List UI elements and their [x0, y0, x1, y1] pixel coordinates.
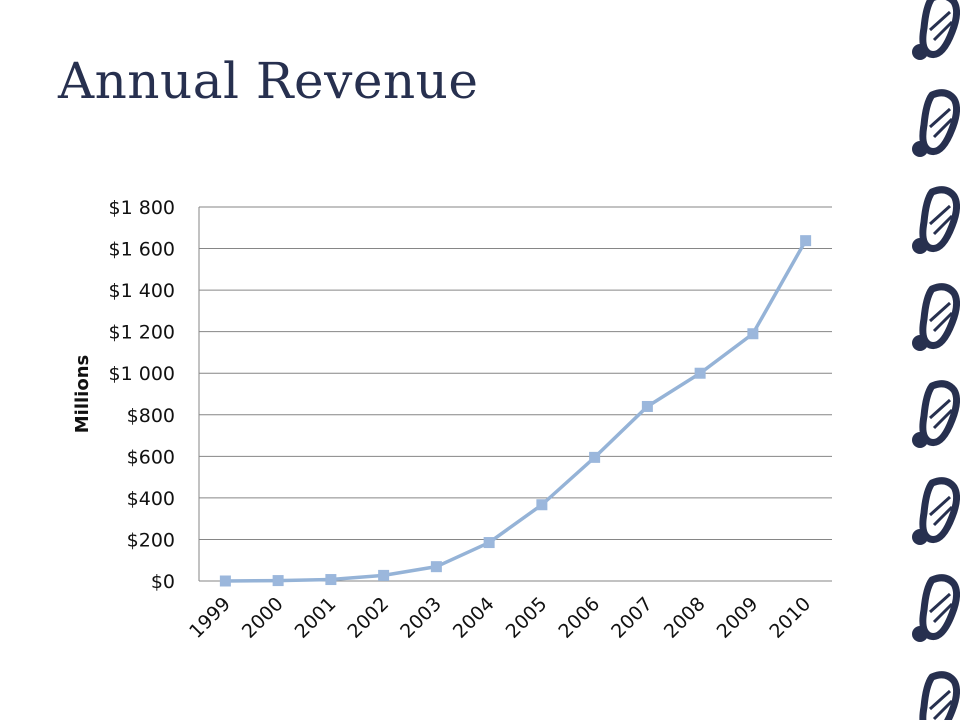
y-tick-label: $600	[127, 446, 175, 468]
y-axis-ticks: $0 $200 $400 $600 $800 $1 000 $1 200 $1 400 $1 6…	[109, 197, 175, 593]
data-point	[430, 561, 442, 573]
slide-title: Annual Revenue	[58, 52, 479, 110]
x-axis-ticks: 1999 2000 2001 2002 2003 2004 2005 2006 2007 2008…	[185, 593, 815, 643]
y-tick-label: $1 200	[109, 322, 175, 344]
x-tick-label: 2003	[396, 593, 446, 643]
y-tick-label: $0	[151, 571, 175, 593]
y-tick-label: $1 400	[109, 280, 175, 302]
footprint-icon	[912, 477, 960, 545]
data-point	[747, 328, 759, 340]
data-point	[536, 499, 548, 511]
footprint-icon	[912, 0, 960, 60]
x-tick-label: 2001	[291, 593, 341, 643]
y-axis-label: Millions	[72, 355, 93, 434]
revenue-line-chart: $0 $200 $400 $600 $800 $1 000 $1 200 $1 400 $1 6…	[72, 197, 832, 643]
footprint-icon	[912, 89, 960, 157]
chart-gridlines	[198, 206, 832, 582]
x-tick-label: 2006	[554, 593, 604, 643]
data-point	[800, 235, 812, 247]
footprint-icon	[919, 671, 960, 720]
x-tick-label: 2004	[449, 593, 499, 643]
footprint-icon	[912, 283, 960, 351]
footprint-icon	[912, 574, 960, 642]
data-point	[589, 451, 601, 463]
series-line	[225, 239, 808, 583]
y-tick-label: $200	[127, 529, 175, 551]
data-point	[325, 574, 337, 586]
footprint-icon	[912, 186, 960, 254]
data-point	[219, 575, 231, 587]
data-point	[641, 400, 653, 412]
x-tick-label: 2002	[343, 593, 393, 643]
y-tick-label: $400	[127, 488, 175, 510]
x-tick-label: 2010	[765, 593, 815, 643]
x-tick-label: 2005	[502, 593, 552, 643]
data-point	[272, 575, 284, 587]
data-point	[694, 367, 706, 379]
data-point	[483, 537, 495, 549]
y-tick-label: $1 600	[109, 239, 175, 261]
footprint-decoration	[912, 0, 960, 720]
footprint-icon	[912, 380, 960, 448]
x-tick-label: 2008	[660, 593, 710, 643]
y-tick-label: $1 800	[109, 197, 175, 219]
x-tick-label: 1999	[185, 593, 235, 643]
y-tick-label: $1 000	[109, 363, 175, 385]
data-point	[378, 569, 390, 581]
x-tick-label: 2009	[713, 593, 763, 643]
y-tick-label: $800	[127, 405, 175, 427]
x-tick-label: 2000	[238, 593, 288, 643]
x-tick-label: 2007	[607, 593, 657, 643]
series-revenue	[219, 235, 812, 587]
